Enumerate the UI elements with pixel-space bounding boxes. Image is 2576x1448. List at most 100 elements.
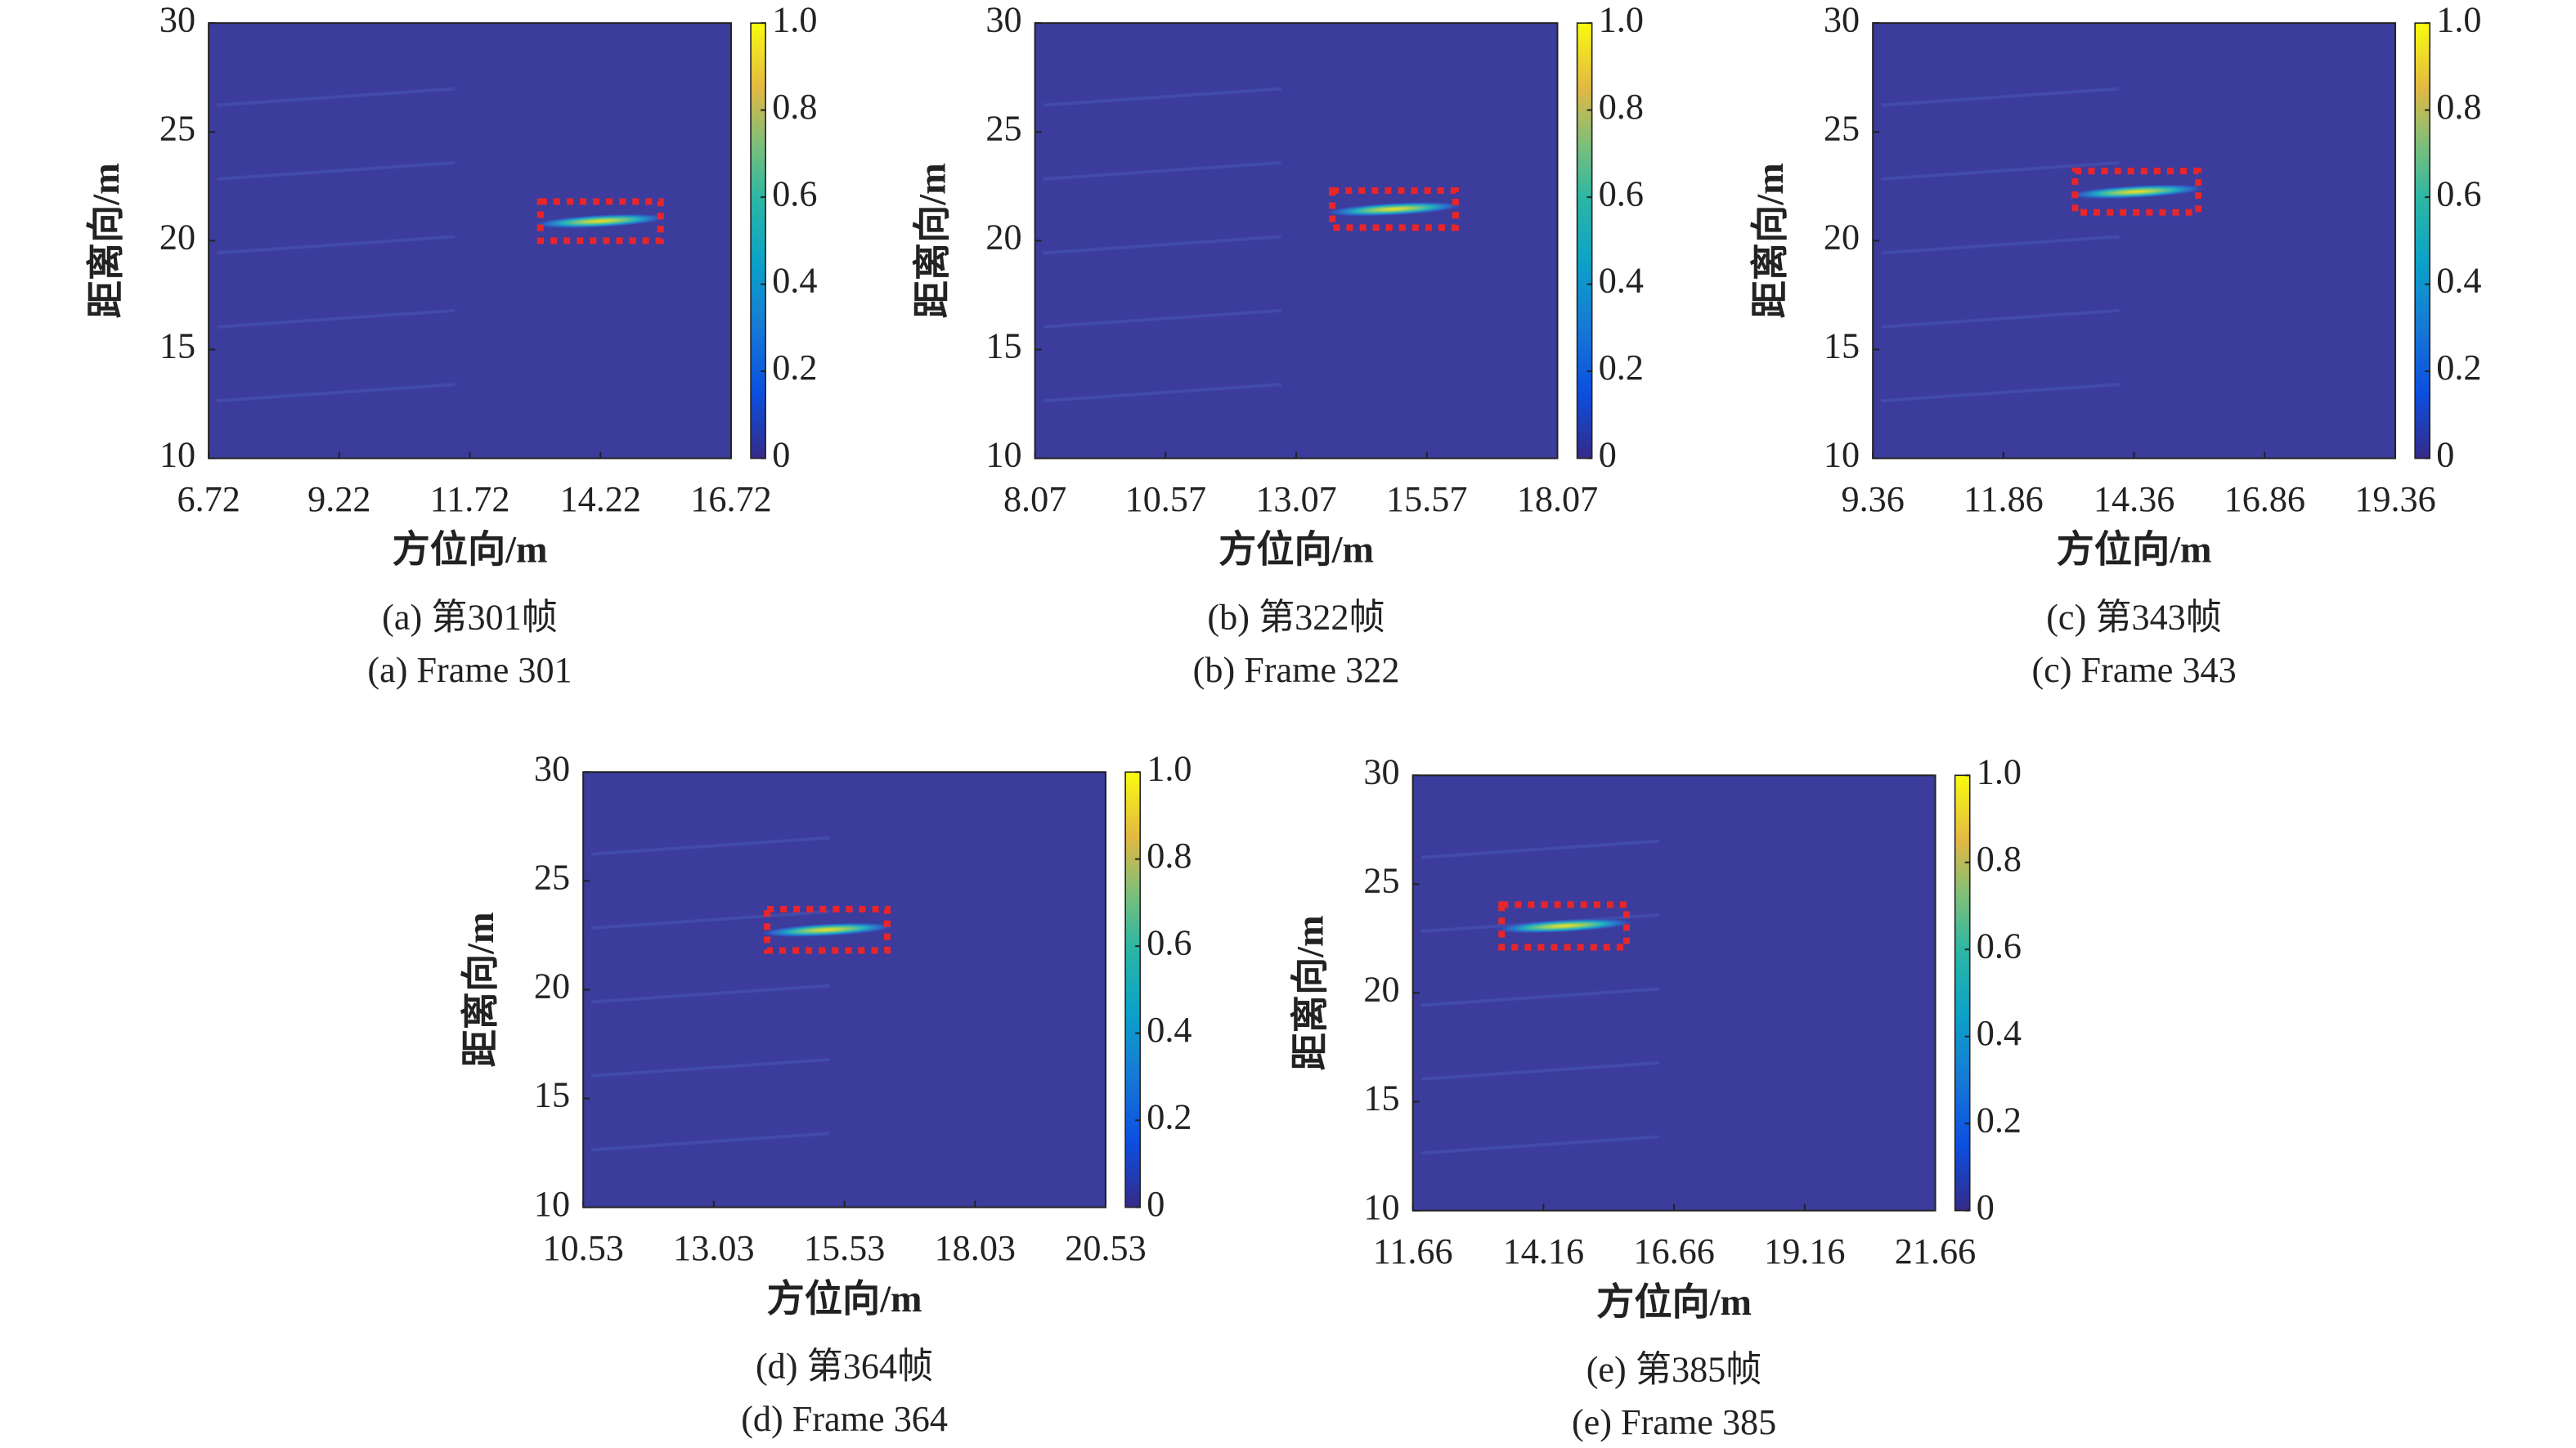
panel: 6.72 9.22 11.72 14.22 16.72 10 15 20 25 30 方位向/m 距离… <box>85 0 817 690</box>
y-tick-label: 10 <box>159 435 195 475</box>
x-tick-label: 19.16 <box>1764 1231 1845 1271</box>
target-echo <box>757 922 897 938</box>
heatmap-background <box>1034 23 1558 459</box>
heatmap-background <box>209 23 731 459</box>
heatmap-background <box>583 772 1106 1208</box>
y-axis-label: 距离向/m <box>460 912 501 1068</box>
y-tick-label: 15 <box>985 326 1021 366</box>
colorbar <box>1576 22 1593 460</box>
clutter-streak <box>217 87 456 107</box>
caption-en: (b) Frame 322 <box>1193 650 1400 690</box>
colorbar-tick-label: 0.4 <box>2436 261 2481 301</box>
colorbar-tick-label: 0.6 <box>1147 922 1192 962</box>
caption-cn: (d) 第364帧 <box>756 1347 933 1387</box>
x-tick-label: 15.57 <box>1386 479 1467 519</box>
clutter-streak <box>1420 1135 1660 1155</box>
clutter-streak <box>217 308 456 329</box>
clutter-streak <box>217 160 456 182</box>
y-tick-label: 30 <box>1363 751 1399 791</box>
x-tick-label: 11.66 <box>1373 1231 1453 1271</box>
target-box <box>764 905 891 954</box>
colorbar-tick-label: 1.0 <box>1599 0 1644 39</box>
target-echo <box>530 213 671 229</box>
x-tick-label: 6.72 <box>177 479 240 519</box>
caption-cn: (e) 第385帧 <box>1586 1350 1762 1390</box>
heatmap-background <box>1873 23 2396 459</box>
x-tick-label: 13.03 <box>673 1228 754 1268</box>
colorbar-tick-label: 0.4 <box>1977 1013 2022 1053</box>
x-tick-label: 9.22 <box>307 479 370 519</box>
y-tick-label: 10 <box>534 1184 570 1224</box>
colorbar-tick-label: 1.0 <box>2436 0 2481 39</box>
colorbar-tick-label: 0.6 <box>2436 173 2481 213</box>
x-tick-label: 15.53 <box>804 1228 885 1268</box>
target-echo <box>2065 184 2209 199</box>
clutter-streak <box>591 836 830 856</box>
x-tick-label: 18.03 <box>935 1228 1016 1268</box>
caption-en: (c) Frame 343 <box>2031 650 2236 690</box>
heatmap-background <box>1412 775 1936 1211</box>
clutter-streak <box>1420 1060 1660 1081</box>
y-axis-label: 距离向/m <box>1290 916 1331 1071</box>
y-tick-label: 30 <box>985 0 1021 39</box>
y-axis-label: 距离向/m <box>85 163 127 318</box>
clutter-streak <box>591 1057 830 1078</box>
colorbar-tick-label: 0.8 <box>2436 87 2481 127</box>
colorbar-tick-label: 0 <box>1599 435 1617 475</box>
clutter-streak <box>1420 987 1660 1007</box>
colorbar-tick-label: 0.2 <box>2436 347 2481 388</box>
colorbar-tick-label: 0.4 <box>772 261 817 301</box>
colorbar-tick-label: 0 <box>2436 435 2454 475</box>
y-tick-label: 10 <box>1824 435 1860 475</box>
target-box <box>2071 168 2202 216</box>
y-tick-label: 15 <box>1824 326 1860 366</box>
y-tick-label: 15 <box>1363 1078 1399 1119</box>
y-tick-label: 20 <box>1363 970 1399 1010</box>
colorbar-tick-label: 0.6 <box>1599 173 1644 213</box>
clutter-streak <box>1881 308 2120 329</box>
colorbar <box>1124 771 1142 1208</box>
target-box <box>1498 901 1630 951</box>
caption-en: (d) Frame 364 <box>741 1399 948 1439</box>
y-tick-label: 20 <box>534 966 570 1006</box>
x-tick-label: 16.72 <box>690 479 771 519</box>
y-tick-label: 10 <box>985 435 1021 475</box>
colorbar-tick-label: 0.8 <box>1977 839 2022 879</box>
x-tick-label: 11.72 <box>430 479 510 519</box>
x-tick-label: 21.66 <box>1895 1231 1976 1271</box>
x-tick-label: 10.57 <box>1125 479 1206 519</box>
y-tick-label: 30 <box>1824 0 1860 39</box>
colorbar-tick-label: 0.2 <box>772 347 817 388</box>
x-tick-label: 13.07 <box>1255 479 1336 519</box>
clutter-streak <box>217 235 456 255</box>
y-tick-label: 25 <box>534 857 570 897</box>
x-tick-label: 20.53 <box>1065 1228 1146 1268</box>
x-tick-label: 10.53 <box>542 1228 623 1268</box>
clutter-streak <box>591 910 830 930</box>
y-tick-label: 25 <box>159 108 195 148</box>
x-axis-label: 方位向/m <box>1596 1281 1752 1323</box>
colorbar-tick-label: 1.0 <box>772 0 817 39</box>
clutter-streak <box>217 383 456 403</box>
caption-cn: (c) 第343帧 <box>2046 598 2222 638</box>
x-tick-label: 16.66 <box>1633 1231 1714 1271</box>
panel: 9.36 11.86 14.36 16.86 19.36 10 15 20 25 30 方位向/m 距… <box>1749 0 2481 690</box>
x-tick-label: 18.07 <box>1517 479 1598 519</box>
colorbar-tick-label: 1.0 <box>1977 751 2022 791</box>
clutter-streak <box>1420 839 1660 859</box>
target-echo <box>1322 201 1465 217</box>
panel: 8.07 10.57 13.07 15.57 18.07 10 15 20 25 30 方位向/m 距… <box>912 0 1644 690</box>
x-axis-label: 方位向/m <box>2057 529 2212 571</box>
panel: 11.66 14.16 16.66 19.16 21.66 10 15 20 25 30 方位向/m… <box>1290 751 2022 1442</box>
x-tick-label: 11.86 <box>1963 479 2044 519</box>
x-axis-label: 方位向/m <box>767 1278 922 1320</box>
clutter-streak <box>1881 235 2120 255</box>
x-tick-label: 9.36 <box>1842 479 1905 519</box>
colorbar-tick-label: 0 <box>772 435 790 475</box>
clutter-streak <box>1043 383 1282 403</box>
y-tick-label: 20 <box>1824 217 1860 258</box>
y-axis-label: 距离向/m <box>1749 163 1791 318</box>
colorbar-tick-label: 0.4 <box>1599 261 1644 301</box>
clutter-streak <box>1881 383 2120 403</box>
